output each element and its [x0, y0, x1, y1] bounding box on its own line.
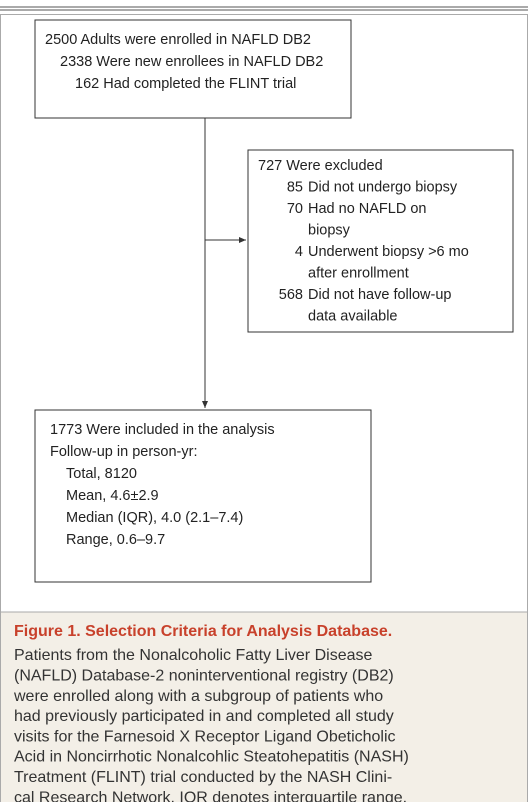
caption-line: Treatment (FLINT) trial conducted by the…: [14, 769, 392, 786]
excluded-reason: Underwent biopsy >6 mo: [308, 244, 469, 260]
caption-line: cal Research Network. IQR denotes interq…: [14, 789, 407, 802]
included-stat: Range, 0.6–9.7: [66, 532, 165, 548]
excluded-count: 4: [295, 244, 303, 260]
caption-line: were enrolled along with a subgroup of p…: [13, 688, 383, 705]
caption-line: had previously participated in and compl…: [14, 708, 394, 725]
excluded-reason: data available: [308, 308, 398, 324]
included-title: 1773 Were included in the analysis: [50, 422, 275, 438]
included-stat: Total, 8120: [66, 466, 137, 482]
enrollment-line: 162 Had completed the FLINT trial: [75, 76, 296, 92]
included-box: [34, 409, 372, 583]
included-subtitle: Follow-up in person-yr:: [50, 444, 197, 460]
excluded-box: [247, 149, 514, 333]
enrollment-line: 2500 Adults were enrolled in NAFLD DB2: [45, 32, 311, 48]
caption-line: Acid in Noncirrhotic Nonalcohlic Steatoh…: [14, 749, 409, 766]
caption-line: visits for the Farnesoid X Receptor Liga…: [14, 728, 396, 745]
caption-line: (NAFLD) Database-2 noninterventional reg…: [14, 668, 394, 685]
excluded-count: 70: [287, 201, 303, 217]
excluded-title: 727 Were excluded: [258, 158, 383, 174]
included-stat: Mean, 4.6±2.9: [66, 488, 159, 504]
excluded-count: 568: [279, 287, 303, 303]
excluded-reason: Did not have follow-up: [308, 287, 451, 303]
enrollment-line: 2338 Were new enrollees in NAFLD DB2: [60, 54, 323, 70]
caption-bg: [1, 612, 527, 802]
included-stat: Median (IQR), 4.0 (2.1–7.4): [66, 510, 243, 526]
excluded-reason: Had no NAFLD on: [308, 201, 426, 217]
enrollment-box: [34, 19, 352, 119]
excluded-reason: biopsy: [308, 222, 351, 238]
excluded-reason: after enrollment: [308, 265, 409, 281]
content: 2500 Adults were enrolled in NAFLD DB2 23…: [13, 32, 469, 802]
excluded-reason: Did not undergo biopsy: [308, 179, 458, 195]
caption-title: Figure 1. Selection Criteria for Analysi…: [14, 623, 392, 640]
caption-line: Patients from the Nonalcoholic Fatty Liv…: [14, 647, 372, 664]
excluded-count: 85: [287, 179, 303, 195]
